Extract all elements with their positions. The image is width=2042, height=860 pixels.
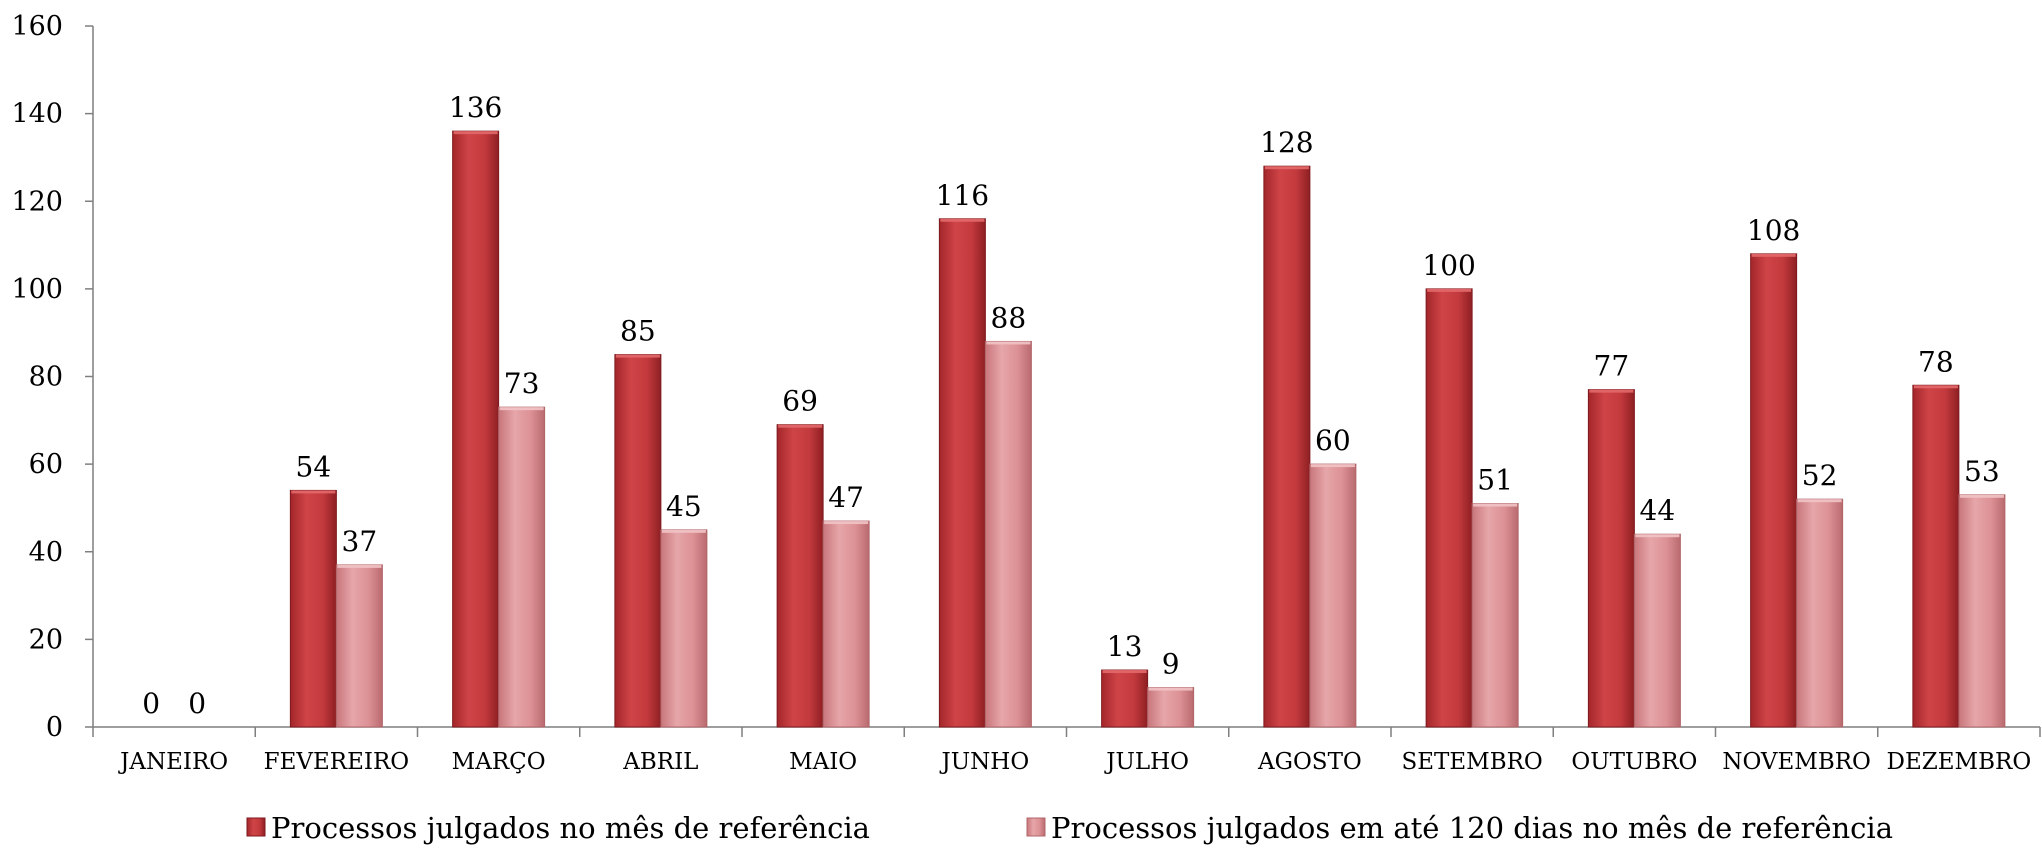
bar-series-2 bbox=[1147, 687, 1195, 728]
data-label-series-2: 47 bbox=[828, 481, 864, 514]
bar-series-1 bbox=[614, 354, 662, 728]
data-label-series-2: 37 bbox=[342, 525, 378, 558]
bar-top-highlight bbox=[615, 354, 660, 358]
bar-top-highlight bbox=[1427, 288, 1472, 292]
bar-series-1 bbox=[938, 218, 986, 728]
data-label-series-2: 52 bbox=[1802, 459, 1838, 492]
bar-series-1 bbox=[452, 130, 500, 728]
bar-top-highlight bbox=[1310, 464, 1355, 468]
bar-top-highlight bbox=[453, 131, 498, 135]
x-tick-label: JANEIRO bbox=[118, 749, 228, 775]
data-label-series-1: 13 bbox=[1107, 630, 1143, 663]
bar-top-highlight bbox=[1148, 687, 1193, 691]
bar-series-2 bbox=[335, 564, 383, 728]
bar-series-1 bbox=[289, 489, 337, 728]
bar-top-highlight bbox=[986, 341, 1031, 345]
x-tick-label: NOVEMBRO bbox=[1722, 749, 1871, 775]
bar-series-1 bbox=[1587, 389, 1635, 728]
x-tick-label: AGOSTO bbox=[1257, 749, 1362, 775]
data-labels: 0 0 54 37 136 73 85 45 69 47 116 88 13 9 128 60 100 51 77 4… bbox=[142, 91, 1999, 720]
y-tick-label: 160 bbox=[11, 11, 63, 42]
x-tick-label: ABRIL bbox=[622, 749, 698, 775]
data-label-series-1: 0 bbox=[142, 687, 160, 720]
data-label-series-1: 136 bbox=[449, 91, 502, 124]
y-tick-label: 140 bbox=[11, 99, 63, 130]
bar-top-highlight bbox=[1473, 503, 1518, 507]
bar-top-highlight bbox=[1635, 534, 1680, 538]
bar-top-highlight bbox=[778, 424, 823, 428]
bar-series-2 bbox=[1309, 463, 1357, 728]
legend-swatch-series-1 bbox=[246, 817, 266, 837]
data-label-series-2: 0 bbox=[188, 687, 206, 720]
x-tick-label: MAIO bbox=[789, 749, 857, 775]
data-label-series-2: 88 bbox=[991, 301, 1027, 334]
y-tick-label: 120 bbox=[11, 186, 63, 217]
x-tick-label: OUTUBRO bbox=[1571, 749, 1697, 775]
bar-top-highlight bbox=[824, 521, 869, 525]
bar-top-highlight bbox=[1751, 253, 1796, 257]
bar-top-highlight bbox=[1797, 499, 1842, 503]
bar-series-2 bbox=[1958, 494, 2006, 728]
bar-series-1 bbox=[1101, 669, 1149, 728]
bar-series-2 bbox=[660, 529, 708, 728]
bar-series-2 bbox=[822, 520, 870, 728]
x-tick-label: DEZEMBRO bbox=[1887, 749, 2032, 775]
data-label-series-2: 45 bbox=[666, 490, 702, 523]
bar-top-highlight bbox=[1959, 494, 2004, 498]
y-tick-label: 40 bbox=[29, 537, 63, 568]
data-label-series-1: 128 bbox=[1260, 126, 1313, 159]
data-label-series-1: 77 bbox=[1594, 350, 1630, 383]
data-label-series-2: 73 bbox=[504, 367, 540, 400]
y-tick-label: 100 bbox=[11, 274, 63, 305]
legend: Processos julgados no mês de referência P… bbox=[246, 811, 1893, 845]
data-label-series-2: 9 bbox=[1162, 648, 1180, 681]
bar-series-2 bbox=[1633, 533, 1681, 728]
bar-series-1 bbox=[1750, 253, 1798, 728]
data-label-series-1: 69 bbox=[782, 385, 818, 418]
y-tick-label: 60 bbox=[29, 449, 63, 480]
bar-series-2 bbox=[984, 340, 1032, 728]
bar-top-highlight bbox=[940, 218, 985, 222]
bar-series-2 bbox=[1796, 498, 1844, 728]
x-tick-label: MARÇO bbox=[452, 749, 546, 775]
data-label-series-1: 100 bbox=[1422, 249, 1475, 282]
bar-series-1 bbox=[776, 424, 824, 728]
y-tick-label: 20 bbox=[29, 624, 63, 655]
data-label-series-1: 54 bbox=[296, 450, 332, 483]
bar-top-highlight bbox=[291, 490, 336, 494]
data-label-series-2: 60 bbox=[1315, 424, 1351, 457]
y-tick-label: 80 bbox=[29, 362, 63, 393]
data-label-series-2: 44 bbox=[1640, 494, 1676, 527]
bar-top-highlight bbox=[337, 564, 382, 568]
bar-top-highlight bbox=[1102, 670, 1147, 674]
legend-swatch-series-2 bbox=[1026, 817, 1046, 837]
legend-label-series-1: Processos julgados no mês de referência bbox=[271, 811, 870, 845]
bar-top-highlight bbox=[499, 407, 544, 411]
x-tick-label: JUNHO bbox=[940, 749, 1030, 775]
y-tick-label: 0 bbox=[46, 712, 63, 743]
data-label-series-2: 53 bbox=[1964, 455, 2000, 488]
bar-top-highlight bbox=[1264, 166, 1309, 170]
data-label-series-1: 108 bbox=[1747, 214, 1800, 247]
data-label-series-1: 116 bbox=[936, 179, 989, 212]
bars bbox=[289, 130, 2006, 728]
data-label-series-1: 85 bbox=[620, 315, 656, 348]
x-tick-label: JULHO bbox=[1104, 749, 1189, 775]
bar-series-2 bbox=[1471, 503, 1519, 728]
bar-top-highlight bbox=[661, 529, 706, 533]
bar-series-1 bbox=[1912, 384, 1960, 728]
bar-series-2 bbox=[498, 406, 546, 728]
axes: 0 20 40 60 80 100 120 140 160 JANEIRO FEVEREIRO MAR… bbox=[11, 11, 2041, 775]
legend-label-series-2: Processos julgados em até 120 dias no mê… bbox=[1051, 811, 1893, 845]
bar-top-highlight bbox=[1913, 385, 1958, 389]
data-label-series-1: 78 bbox=[1918, 345, 1954, 378]
bar-series-1 bbox=[1263, 165, 1311, 728]
x-tick-label: FEVEREIRO bbox=[264, 749, 410, 775]
x-tick-label: SETEMBRO bbox=[1401, 749, 1542, 775]
data-label-series-2: 51 bbox=[1477, 464, 1513, 497]
bar-series-1 bbox=[1425, 288, 1473, 728]
bar-top-highlight bbox=[1589, 389, 1634, 393]
